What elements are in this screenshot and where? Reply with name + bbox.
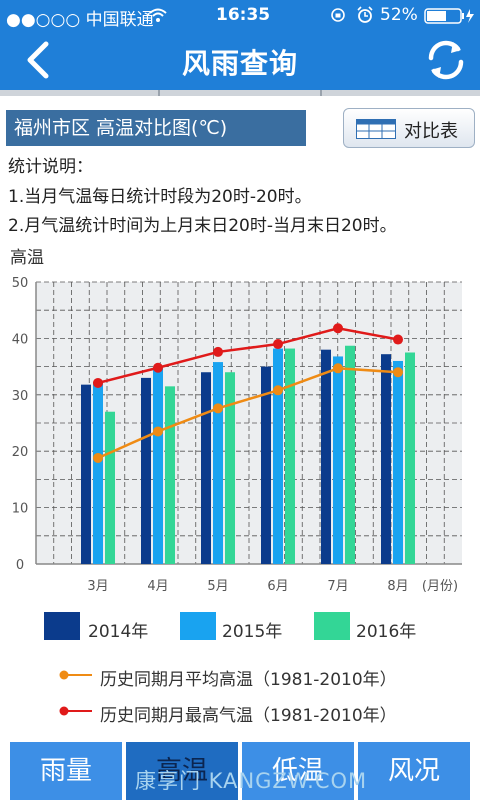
bar-2015年-8月 bbox=[393, 360, 403, 564]
y-tick-label: 10 bbox=[12, 502, 29, 517]
alarm-icon bbox=[357, 6, 373, 23]
watermark-text: 康享门 KANGZW.COM bbox=[135, 769, 368, 793]
legend-label-2015: 2015年 bbox=[222, 622, 283, 642]
line-point-1-6月 bbox=[273, 339, 283, 350]
compare-table-label: 对比表 bbox=[404, 121, 458, 142]
legend-label-avg: 历史同期月平均高温（1981-2010年） bbox=[100, 670, 397, 690]
tab-high-temp[interactable]: 高温 bbox=[126, 742, 238, 800]
y-tick-label: 50 bbox=[12, 276, 29, 291]
temperature-chart: 0 10 20 30 40 50 3月 4月 5月 6月 7月 8月 (月份) bbox=[12, 276, 462, 594]
x-tick-label: 8月 bbox=[387, 579, 408, 594]
bar-2016年-8月 bbox=[405, 352, 415, 564]
legend-marker-max bbox=[59, 706, 92, 716]
legend-label-max: 历史同期月最高气温（1981-2010年） bbox=[100, 706, 397, 726]
x-tick-label: 7月 bbox=[327, 579, 348, 594]
line-point-1-4月 bbox=[153, 362, 163, 373]
notes-heading: 统计说明： bbox=[8, 157, 93, 177]
bar-2015年-7月 bbox=[333, 356, 343, 564]
nav-bar: 风雨查询 bbox=[0, 30, 480, 90]
legend-marker-avg bbox=[59, 670, 92, 680]
tab-rainfall[interactable]: 雨量 bbox=[10, 742, 122, 800]
refresh-icon[interactable] bbox=[424, 36, 468, 84]
legend-label-2016: 2016年 bbox=[356, 622, 417, 642]
bar-2015年-3月 bbox=[93, 381, 103, 564]
y-tick-label: 30 bbox=[12, 389, 29, 404]
bar-2014年-6月 bbox=[261, 366, 271, 564]
back-arrow-icon[interactable] bbox=[20, 38, 60, 82]
compare-table-button[interactable]: 对比表 bbox=[343, 108, 475, 148]
bar-2016年-6月 bbox=[285, 348, 295, 564]
legend-swatch-2015 bbox=[180, 612, 216, 640]
bar-2015年-5月 bbox=[213, 362, 223, 564]
line-point-1-5月 bbox=[213, 346, 223, 357]
table-icon bbox=[356, 119, 396, 139]
y-tick-label: 0 bbox=[16, 558, 24, 573]
bar-2014年-7月 bbox=[321, 349, 331, 564]
line-point-0-8月 bbox=[393, 367, 403, 378]
line-point-0-6月 bbox=[273, 385, 283, 396]
page-title: 风雨查询 bbox=[181, 47, 298, 80]
bar-2015年-4月 bbox=[153, 366, 163, 564]
battery-percent: 52% bbox=[380, 5, 418, 25]
status-bar: ●●○○○ 中国联通 16:35 52% bbox=[0, 0, 480, 30]
rotation-lock-icon bbox=[331, 8, 345, 22]
y-tick-label: 40 bbox=[12, 332, 29, 347]
tab-wind[interactable]: 风况 bbox=[358, 742, 470, 800]
legend-label-2014: 2014年 bbox=[88, 622, 149, 642]
x-tick-label: 5月 bbox=[207, 579, 228, 594]
bar-2014年-3月 bbox=[81, 384, 91, 564]
notes-line-1: 1.当月气温每日统计时段为20时-20时。 bbox=[8, 187, 312, 207]
bottom-tab-bar: 雨量 高温 低温 风况 bbox=[0, 742, 480, 800]
clock-time: 16:35 bbox=[216, 5, 271, 25]
bar-2014年-5月 bbox=[201, 372, 211, 564]
x-tick-label: 6月 bbox=[267, 579, 288, 594]
nav-divider bbox=[0, 90, 480, 96]
line-point-1-3月 bbox=[93, 377, 103, 388]
bar-2016年-4月 bbox=[165, 386, 175, 564]
x-axis-unit: (月份) bbox=[422, 579, 458, 594]
bar-2016年-5月 bbox=[225, 372, 235, 564]
wifi-icon bbox=[149, 8, 167, 22]
y-axis-label: 高温 bbox=[10, 248, 44, 268]
line-point-0-7月 bbox=[333, 363, 343, 374]
line-series-0 bbox=[97, 367, 399, 460]
line-point-0-5月 bbox=[213, 403, 223, 414]
x-tick-label: 3月 bbox=[87, 579, 108, 594]
bar-2016年-3月 bbox=[105, 411, 115, 564]
bar-2014年-4月 bbox=[141, 377, 151, 564]
battery-icon bbox=[424, 8, 474, 24]
notes-line-2: 2.月气温统计时间为上月末日20时-当月末日20时。 bbox=[8, 216, 397, 236]
line-point-1-8月 bbox=[393, 334, 403, 345]
line-series-1 bbox=[97, 326, 399, 385]
tab-low-temp[interactable]: 低温 bbox=[242, 742, 354, 800]
line-point-0-3月 bbox=[93, 452, 103, 463]
line-point-1-7月 bbox=[333, 323, 343, 334]
bar-2014年-8月 bbox=[381, 354, 391, 564]
legend-swatch-2014 bbox=[44, 612, 80, 640]
line-point-0-4月 bbox=[153, 426, 163, 437]
bar-2015年-6月 bbox=[273, 348, 283, 564]
bar-2016年-7月 bbox=[345, 345, 355, 564]
chart-title: 福州市区 高温对比图(℃) bbox=[6, 110, 306, 146]
y-tick-label: 20 bbox=[12, 445, 29, 460]
carrier-label: ●●○○○ 中国联通 bbox=[6, 10, 154, 30]
legend-swatch-2016 bbox=[314, 612, 350, 640]
x-tick-label: 4月 bbox=[147, 579, 168, 594]
